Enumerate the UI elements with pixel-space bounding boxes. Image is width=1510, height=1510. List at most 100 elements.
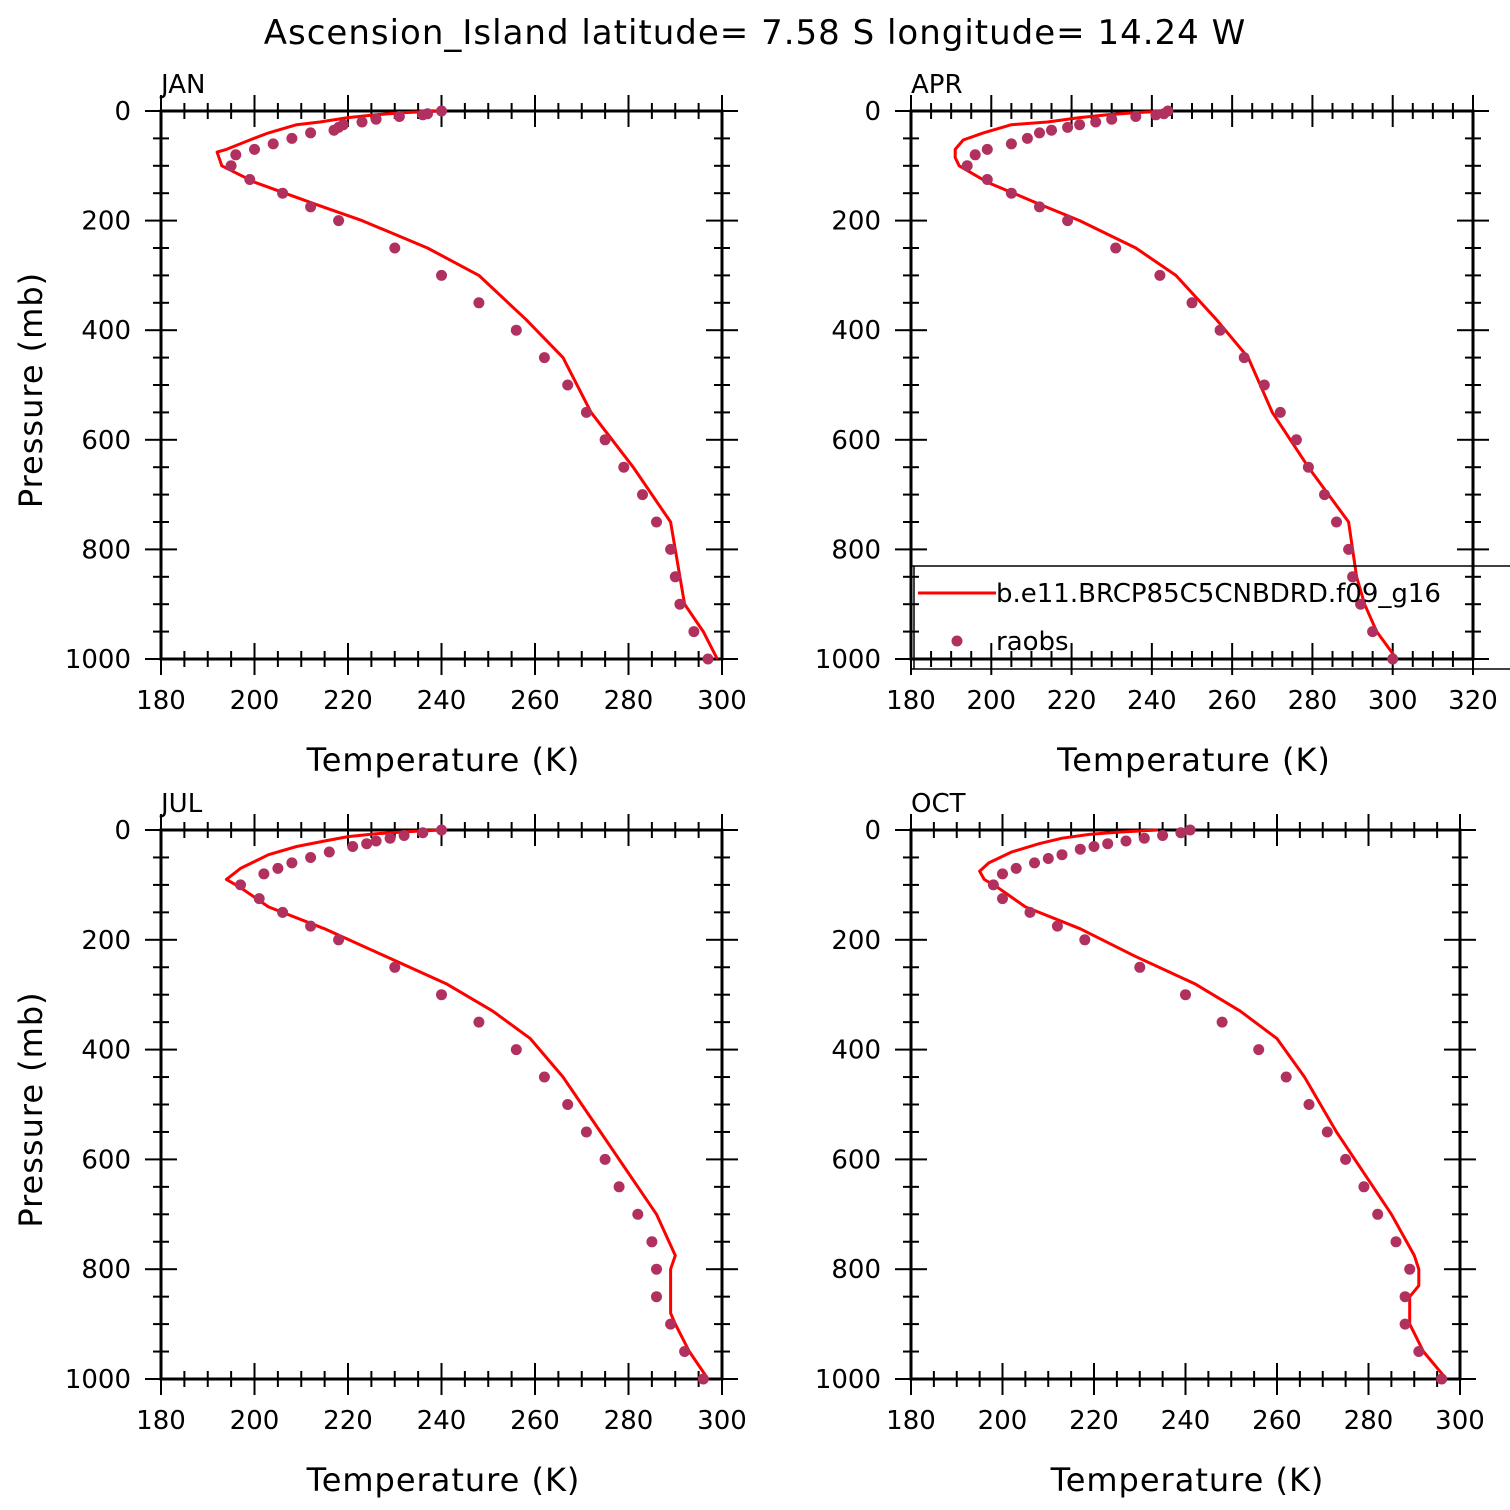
- y-tick-label: 800: [81, 1255, 131, 1285]
- raobs-point: [1238, 352, 1250, 364]
- y-axis-label: Pressure (mb): [12, 272, 50, 508]
- raobs-point: [1005, 138, 1017, 150]
- raobs-point: [1157, 830, 1169, 841]
- raobs-point: [580, 406, 592, 418]
- raobs-point: [286, 857, 298, 869]
- raobs-point: [1062, 215, 1074, 227]
- raobs-point: [333, 934, 345, 946]
- raobs-point: [323, 846, 335, 858]
- raobs-point: [333, 215, 345, 227]
- panels: JAN 180 200 220 240 260 280 300 0 200 400 600 800 100…: [12, 70, 1498, 1499]
- x-tick-label: 280: [1288, 686, 1338, 716]
- raobs-point: [997, 893, 1008, 905]
- model-profile-line: [953, 109, 1398, 660]
- raobs-point: [1399, 1318, 1411, 1330]
- raobs-point: [272, 862, 284, 874]
- raobs-point: [637, 489, 648, 501]
- raobs-point: [1399, 1291, 1411, 1303]
- raobs-point: [361, 838, 373, 850]
- x-tick-label: 320: [1448, 686, 1498, 716]
- y-tick-label: 0: [114, 97, 131, 127]
- y-tick-label: 0: [114, 816, 131, 846]
- raobs-point: [1021, 132, 1033, 144]
- raobs-point: [1319, 489, 1330, 501]
- raobs-point: [370, 835, 382, 847]
- raobs-point: [258, 868, 270, 880]
- raobs-point: [632, 1208, 644, 1220]
- panel-apr: APR 180 200 220 240 260 280 300 320 0 200 400 600 800…: [815, 70, 1498, 779]
- raobs-point: [1184, 824, 1196, 836]
- raobs-point: [384, 832, 396, 844]
- x-tick-label: 180: [136, 1406, 186, 1436]
- panel-label: JUL: [159, 789, 203, 819]
- y-tick-label: 600: [81, 1145, 131, 1175]
- raobs-point: [305, 201, 317, 213]
- raobs-point: [1034, 127, 1045, 139]
- raobs-point: [510, 324, 522, 336]
- raobs-point: [1404, 1263, 1416, 1275]
- raobs-point: [1436, 1373, 1448, 1385]
- raobs-point: [417, 827, 429, 839]
- y-tick-label: 1000: [815, 1365, 881, 1395]
- raobs-point: [613, 1181, 625, 1193]
- raobs-point: [1280, 1071, 1292, 1083]
- panel-label: APR: [911, 70, 963, 100]
- y-tick-label: 800: [81, 535, 131, 565]
- x-tick-label: 180: [136, 686, 186, 716]
- x-tick-label: 200: [230, 686, 280, 716]
- raobs-point: [277, 187, 289, 199]
- y-tick-label: 800: [831, 1255, 881, 1285]
- raobs-point: [1134, 961, 1146, 973]
- y-tick-label: 200: [831, 207, 881, 237]
- x-tick-label: 220: [323, 686, 373, 716]
- x-tick-label: 220: [1069, 1406, 1119, 1436]
- raobs-point: [1413, 1346, 1425, 1357]
- raobs-point: [393, 111, 405, 122]
- panel-label: OCT: [911, 789, 966, 819]
- panel-oct: OCT 180 200 220 240 260 280 300 0 200 400 600 800 100…: [815, 789, 1485, 1499]
- raobs-point: [961, 160, 973, 172]
- x-tick-label: 280: [604, 686, 654, 716]
- plot-frame: [159, 828, 724, 1381]
- raobs-point: [1372, 1208, 1384, 1220]
- raobs-point: [697, 1373, 709, 1385]
- raobs-point: [1355, 598, 1367, 610]
- raobs-point: [249, 143, 260, 155]
- raobs-point: [305, 852, 317, 863]
- panel-jul: JUL 180 200 220 240 260 280 300 0 200 400 600 800 100…: [12, 789, 747, 1499]
- x-axis-label: Temperature (K): [306, 741, 581, 779]
- raobs-point: [1005, 187, 1017, 199]
- raobs-point: [1321, 1126, 1333, 1138]
- raobs-point: [277, 906, 289, 918]
- raobs-point: [370, 113, 382, 125]
- raobs-point: [1274, 406, 1286, 418]
- raobs-point: [1110, 242, 1122, 254]
- raobs-point: [665, 543, 677, 555]
- raobs-point: [436, 824, 447, 836]
- raobs-point: [1102, 838, 1114, 850]
- y-tick-label: 200: [831, 926, 881, 956]
- x-tick-label: 180: [886, 686, 936, 716]
- raobs-point: [389, 961, 401, 973]
- x-tick-label: 200: [978, 1406, 1028, 1436]
- raobs-point: [417, 109, 429, 121]
- raobs-point: [651, 516, 662, 528]
- x-tick-label: 300: [1435, 1406, 1485, 1436]
- raobs-point: [651, 1263, 662, 1275]
- raobs-point: [436, 269, 447, 281]
- x-tick-label: 240: [417, 1406, 467, 1436]
- raobs-point: [1290, 434, 1302, 446]
- model-profile-line: [224, 828, 710, 1380]
- raobs-point: [389, 242, 401, 254]
- model-profile-line: [215, 109, 719, 660]
- raobs-point: [1051, 920, 1063, 932]
- raobs-point: [398, 830, 410, 841]
- raobs-point: [1079, 934, 1091, 946]
- raobs-point: [1343, 543, 1355, 555]
- y-tick-label: 0: [864, 97, 881, 127]
- raobs-point: [1024, 906, 1036, 918]
- raobs-point: [473, 297, 485, 309]
- raobs-point: [230, 149, 242, 161]
- x-tick-label: 240: [1161, 1406, 1211, 1436]
